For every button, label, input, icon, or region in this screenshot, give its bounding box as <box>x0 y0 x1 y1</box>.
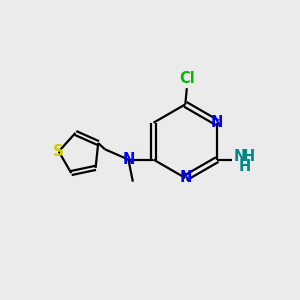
Text: S: S <box>53 144 64 159</box>
Text: N: N <box>179 170 191 185</box>
Text: H: H <box>239 158 251 173</box>
Text: N: N <box>122 152 135 167</box>
Text: H: H <box>243 148 255 164</box>
Text: N: N <box>233 148 246 164</box>
Text: Cl: Cl <box>179 71 195 86</box>
Text: N: N <box>211 115 224 130</box>
